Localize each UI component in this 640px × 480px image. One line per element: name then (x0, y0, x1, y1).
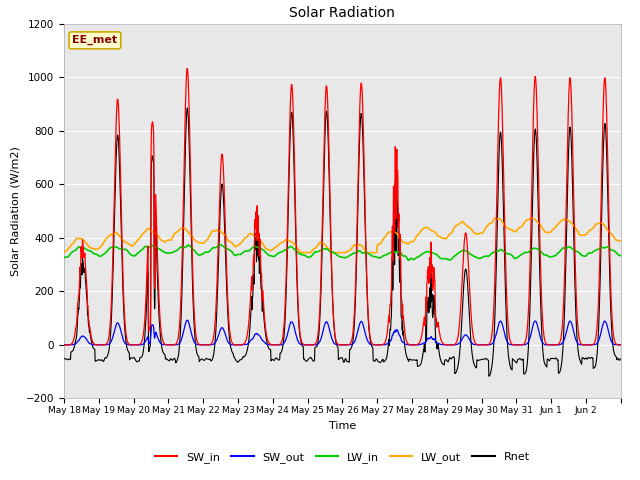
SW_out (318, 334, 326, 339)
Rnet (610, 349, 618, 355)
LW_in (60, 254, 68, 260)
LW_in (405, 257, 413, 263)
SW_out (184, 317, 191, 323)
Line: Rnet: Rnet (64, 108, 620, 376)
Title: Solar Radiation: Solar Radiation (289, 6, 396, 20)
LW_out (492, 216, 499, 221)
LW_out (556, 220, 563, 226)
SW_in (60, 342, 68, 348)
SW_in (184, 66, 191, 72)
Rnet (485, 373, 493, 379)
Rnet (60, 356, 68, 361)
SW_in (610, 333, 618, 338)
LW_in (147, 243, 155, 249)
SW_out (60, 342, 68, 348)
SW_in (328, 273, 336, 278)
SW_in (147, 155, 155, 160)
SW_in (317, 260, 325, 265)
Rnet (556, 370, 563, 375)
SW_out (328, 336, 336, 342)
LW_in (556, 249, 563, 255)
Rnet (317, 275, 325, 280)
Rnet (474, 357, 481, 363)
SW_in (474, 342, 481, 348)
LW_out (474, 231, 481, 237)
LW_out (297, 250, 305, 255)
Y-axis label: Solar Radiation (W/m2): Solar Radiation (W/m2) (10, 146, 20, 276)
LW_in (474, 255, 482, 261)
LW_in (216, 242, 224, 248)
LW_in (610, 248, 618, 253)
Text: EE_met: EE_met (72, 35, 118, 46)
SW_out (556, 342, 563, 348)
LW_out (616, 238, 624, 243)
LW_in (317, 247, 325, 253)
Rnet (328, 279, 336, 285)
LW_out (317, 240, 325, 245)
Rnet (616, 356, 624, 362)
SW_out (147, 329, 155, 335)
SW_out (610, 342, 618, 348)
SW_in (616, 342, 624, 348)
Rnet (184, 105, 191, 111)
SW_out (616, 342, 624, 348)
Line: SW_in: SW_in (64, 69, 620, 345)
Legend: SW_in, SW_out, LW_in, LW_out, Rnet: SW_in, SW_out, LW_in, LW_out, Rnet (151, 448, 534, 468)
SW_out (237, 342, 244, 348)
LW_out (60, 250, 68, 255)
LW_out (147, 228, 155, 233)
Line: LW_in: LW_in (64, 245, 620, 260)
SW_out (474, 342, 482, 348)
Rnet (147, 184, 155, 190)
LW_in (616, 253, 624, 259)
X-axis label: Time: Time (329, 420, 356, 431)
LW_out (610, 234, 618, 240)
LW_out (328, 249, 336, 255)
Line: SW_out: SW_out (64, 320, 620, 345)
SW_in (556, 341, 563, 347)
LW_in (328, 249, 336, 255)
Line: LW_out: LW_out (64, 218, 620, 252)
